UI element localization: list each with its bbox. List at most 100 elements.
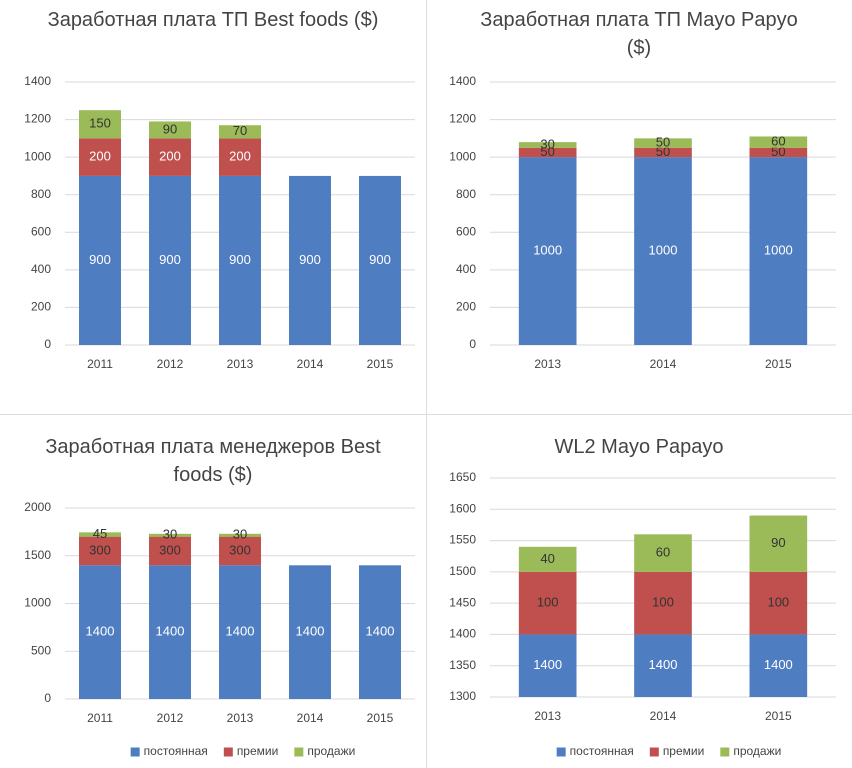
x-tick-label: 2013 (534, 357, 561, 371)
data-label: 300 (159, 542, 181, 557)
bar-segment (518, 142, 577, 148)
data-label: 1400 (366, 624, 395, 639)
chart-title: Заработная плата ТП Best foods ($) (47, 9, 379, 31)
data-label: 1000 (533, 243, 562, 258)
legend-label: премии (237, 744, 279, 758)
bar-segment (219, 175, 261, 345)
y-tick-label: 1200 (449, 112, 476, 126)
divider (0, 414, 852, 415)
data-label: 200 (89, 149, 111, 164)
x-tick-label: 2015 (367, 357, 394, 371)
chart-title: Заработная плата ТП Mayo Papyo ($) (480, 9, 798, 59)
y-tick-label: 1000 (449, 149, 476, 163)
data-label: 300 (89, 542, 111, 557)
y-tick-label: 1500 (24, 548, 51, 562)
data-label: 1400 (533, 657, 562, 672)
bar-segment (518, 634, 577, 697)
bar-segment (149, 138, 191, 176)
data-label: 60 (771, 134, 785, 149)
bar-segment (79, 175, 121, 345)
data-label: 300 (229, 542, 251, 557)
data-label: 900 (229, 252, 251, 267)
data-label: 200 (229, 149, 251, 164)
data-label: 1400 (649, 657, 678, 672)
bar-segment (749, 157, 808, 345)
bar-segment (749, 136, 808, 148)
bar-segment (518, 546, 577, 572)
x-tick-label: 2015 (367, 711, 394, 725)
bar-segment (289, 565, 331, 699)
legend-swatch (223, 747, 233, 757)
chart-title: Заработная плата менеджеров Best foods (… (45, 436, 381, 486)
bar-segment (518, 157, 577, 345)
data-label: 100 (652, 595, 674, 610)
y-tick-label: 1000 (24, 149, 51, 163)
x-tick-label: 2015 (765, 709, 792, 723)
legend-label: продажи (307, 744, 355, 758)
x-tick-label: 2011 (87, 711, 113, 725)
x-tick-label: 2014 (650, 357, 677, 371)
data-label: 50 (656, 134, 670, 149)
data-label: 1000 (649, 243, 678, 258)
chart-panel: 0 200 400 600 800 1000 1200 1400 2013 1000 50 30 201… (426, 0, 852, 384)
divider (426, 0, 427, 768)
bar-segment (634, 634, 692, 697)
data-label: 1400 (764, 657, 793, 672)
legend-swatch (294, 747, 304, 757)
data-label: 70 (233, 123, 247, 138)
bar-segment (149, 536, 191, 566)
chart: 0 200 400 600 800 1000 1200 1400 2011 900 200 150 20… (24, 74, 415, 371)
data-label: 60 (656, 545, 670, 560)
y-tick-label: 800 (31, 187, 51, 201)
data-label: 30 (163, 527, 177, 542)
x-tick-label: 2013 (534, 709, 561, 723)
legend-swatch (130, 747, 140, 757)
bar-segment (219, 565, 261, 699)
legend-label: постоянная (570, 744, 634, 758)
legend-swatch (649, 747, 659, 757)
bar-segment (518, 147, 577, 158)
data-label: 30 (540, 136, 554, 151)
bar-segment (289, 175, 331, 345)
x-tick-label: 2014 (297, 357, 324, 371)
bar-segment (149, 565, 191, 699)
data-label: 900 (369, 252, 391, 267)
bar-segment (79, 536, 121, 566)
y-tick-label: 1000 (24, 596, 51, 610)
bar-segment (219, 138, 261, 176)
bar-segment (219, 125, 261, 139)
bar-segment (749, 147, 808, 158)
x-tick-label: 2012 (157, 711, 184, 725)
bar-segment (219, 536, 261, 566)
data-label: 45 (93, 526, 107, 541)
x-tick-label: 2011 (87, 357, 113, 371)
bar-segment (359, 175, 401, 345)
data-label: 200 (159, 149, 181, 164)
bar-segment (749, 634, 808, 697)
y-tick-label: 400 (456, 262, 476, 276)
legend-label: постоянная (144, 744, 208, 758)
chart: 0500100015002000201114003004520121400300… (24, 500, 415, 758)
chart: 1300 1350 1400 1450 1500 1550 1600 1650 2013 1400… (449, 470, 836, 758)
data-label: 40 (540, 551, 554, 566)
data-label: 1400 (226, 624, 255, 639)
bar-segment (634, 138, 692, 148)
legend-label: премии (663, 744, 705, 758)
legend-swatch (720, 747, 730, 757)
chart-title: WL2 Mayo Papayo (554, 436, 724, 458)
y-tick-label: 200 (456, 300, 476, 314)
x-tick-label: 2012 (157, 357, 184, 371)
y-tick-label: 1650 (449, 470, 476, 484)
bar-segment (749, 571, 808, 635)
bar-segment (634, 157, 692, 345)
y-tick-label: 1400 (24, 74, 51, 88)
bar-segment (219, 533, 261, 537)
y-tick-label: 0 (44, 337, 51, 351)
y-tick-label: 1400 (449, 74, 476, 88)
x-tick-label: 2014 (297, 711, 324, 725)
data-label: 90 (771, 535, 785, 550)
data-label: 1400 (296, 624, 325, 639)
data-label: 1400 (156, 624, 185, 639)
bar-segment (149, 533, 191, 537)
